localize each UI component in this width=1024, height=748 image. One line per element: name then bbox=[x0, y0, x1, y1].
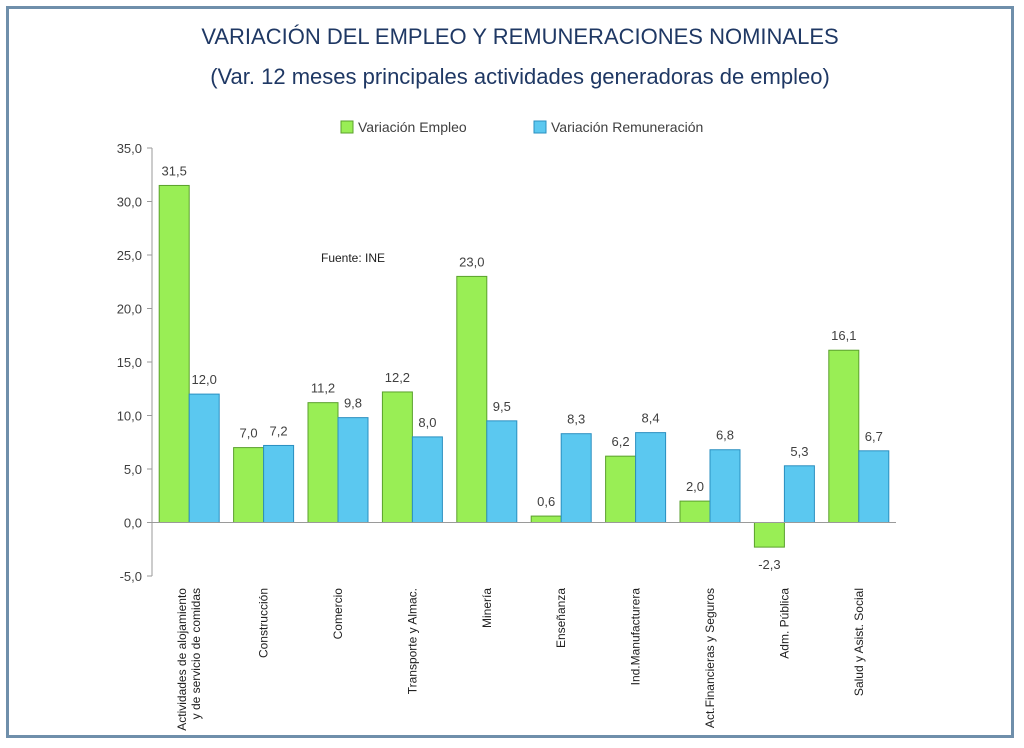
y-tick-label: 20,0 bbox=[117, 302, 142, 317]
data-label-empleo: 2,0 bbox=[686, 479, 704, 494]
data-label-remuneracion: 7,2 bbox=[270, 423, 288, 438]
x-category-label: Transporte y Almac. bbox=[405, 588, 419, 694]
legend-swatch-remuneracion bbox=[533, 120, 547, 134]
bar-remuneracion bbox=[635, 432, 667, 523]
source-note: Fuente: INE bbox=[321, 251, 385, 265]
data-label-remuneracion: 5,3 bbox=[790, 444, 808, 459]
bar-remuneracion bbox=[188, 393, 220, 523]
bar-empleo bbox=[233, 447, 265, 524]
bar-empleo bbox=[679, 500, 711, 524]
x-category-label: Act.Financieras y Seguros bbox=[703, 588, 717, 728]
x-category-label: Salud y Asist. Social bbox=[852, 588, 866, 696]
bar-remuneracion bbox=[337, 417, 369, 524]
bar-empleo bbox=[158, 184, 190, 523]
data-label-empleo: 12,2 bbox=[385, 370, 410, 385]
bar-empleo bbox=[828, 349, 860, 524]
x-category-label: Enseñanza bbox=[554, 588, 568, 648]
bar-empleo bbox=[530, 515, 562, 524]
x-category-label: Adm. Pública bbox=[777, 588, 791, 659]
y-tick-label: 35,0 bbox=[117, 141, 142, 156]
y-tick-label: 30,0 bbox=[117, 195, 142, 210]
legend-label-empleo: Variación Empleo bbox=[358, 119, 467, 135]
data-label-remuneracion: 6,7 bbox=[865, 429, 883, 444]
y-tick-label: 25,0 bbox=[117, 248, 142, 263]
bar-empleo bbox=[456, 275, 488, 523]
chart-subtitle: (Var. 12 meses principales actividades g… bbox=[210, 64, 830, 89]
bar-remuneracion bbox=[411, 436, 443, 523]
y-axis: -5,0 0,0 5,0 10,0 15,0 20,0 25,0 30,0 35,0 bbox=[117, 141, 153, 584]
data-label-empleo: 6,2 bbox=[612, 434, 630, 449]
data-label-remuneracion: 8,0 bbox=[418, 415, 436, 430]
x-category-label: Ind.Manufacturera bbox=[629, 588, 643, 686]
y-tick-label: 10,0 bbox=[117, 409, 142, 424]
data-label-remuneracion: 9,5 bbox=[493, 399, 511, 414]
y-tick-label: 15,0 bbox=[117, 355, 142, 370]
data-label-empleo: 11,2 bbox=[311, 381, 335, 396]
x-category-label: Construcción bbox=[257, 588, 271, 658]
bar-remuneracion bbox=[783, 465, 815, 524]
bar-remuneracion bbox=[560, 433, 592, 523]
bars: 31,5 12,0 7,0 7,2 11,2 9,8 12,2 8,0 23,0 9,5 0,6 8,… bbox=[158, 163, 890, 572]
data-label-remuneracion: 8,3 bbox=[567, 412, 585, 427]
y-tick-label: 0,0 bbox=[124, 516, 142, 531]
bar-remuneracion bbox=[858, 450, 890, 523]
data-label-empleo: -2,3 bbox=[758, 557, 780, 572]
data-label-remuneracion: 12,0 bbox=[192, 372, 217, 387]
bar-empleo bbox=[753, 522, 785, 548]
data-label-empleo: 16,1 bbox=[831, 328, 856, 343]
data-label-remuneracion: 9,8 bbox=[344, 396, 362, 411]
y-tick-label: 5,0 bbox=[124, 462, 142, 477]
data-label-remuneracion: 6,8 bbox=[716, 428, 734, 443]
y-tick-label: -5,0 bbox=[120, 569, 142, 584]
legend-label-remuneracion: Variación Remuneración bbox=[551, 119, 703, 135]
legend-swatch-empleo bbox=[340, 120, 354, 134]
data-label-empleo: 7,0 bbox=[240, 426, 258, 441]
chart-title: VARIACIÓN DEL EMPLEO Y REMUNERACIONES NO… bbox=[201, 24, 838, 49]
x-category-label: Comercio bbox=[331, 588, 345, 640]
bar-empleo bbox=[381, 391, 413, 523]
legend: Variación Empleo Variación Remuneración bbox=[340, 119, 703, 135]
bar-remuneracion bbox=[486, 420, 518, 524]
bar-remuneracion bbox=[709, 449, 741, 523]
x-axis: Actividades de alojamientoy de servicio … bbox=[152, 522, 896, 731]
x-category-label: Minería bbox=[480, 588, 494, 628]
bar-empleo bbox=[307, 402, 339, 523]
data-label-empleo: 0,6 bbox=[537, 494, 555, 509]
x-category-label: Actividades de alojamientoy de servicio … bbox=[175, 588, 203, 731]
bar-remuneracion bbox=[263, 444, 295, 523]
data-label-empleo: 31,5 bbox=[162, 163, 187, 178]
bar-empleo bbox=[605, 455, 637, 523]
data-label-empleo: 23,0 bbox=[459, 254, 484, 269]
data-label-remuneracion: 8,4 bbox=[642, 411, 660, 426]
